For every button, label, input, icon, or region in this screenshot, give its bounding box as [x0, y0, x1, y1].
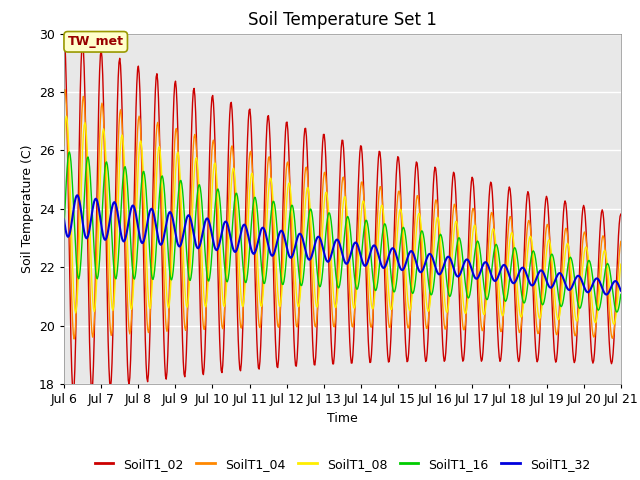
Line: SoilT1_02: SoilT1_02 — [64, 34, 621, 394]
SoilT1_02 — [617, 211, 625, 217]
SoilT1_08 — [185, 292, 193, 298]
SoilT1_04 — [60, 92, 68, 97]
SoilT1_02 — [71, 367, 79, 372]
Text: TW_met: TW_met — [68, 36, 124, 48]
SoilT1_16 — [185, 273, 193, 279]
SoilT1_16 — [71, 232, 79, 238]
SoilT1_16 — [214, 186, 222, 192]
SoilT1_02 — [185, 258, 193, 264]
X-axis label: Time: Time — [327, 411, 358, 425]
SoilT1_08 — [214, 200, 222, 206]
SoilT1_04 — [412, 206, 419, 212]
SoilT1_02 — [70, 391, 77, 397]
SoilT1_02 — [60, 31, 68, 36]
SoilT1_08 — [60, 143, 68, 148]
SoilT1_04 — [70, 336, 78, 342]
SoilT1_08 — [128, 303, 136, 309]
SoilT1_08 — [610, 322, 618, 327]
SoilT1_08 — [617, 261, 625, 267]
Line: SoilT1_08: SoilT1_08 — [64, 116, 621, 324]
SoilT1_02 — [214, 278, 222, 284]
Title: Soil Temperature Set 1: Soil Temperature Set 1 — [248, 11, 437, 29]
SoilT1_32 — [70, 203, 78, 209]
SoilT1_16 — [613, 309, 621, 315]
SoilT1_16 — [428, 292, 435, 298]
Line: SoilT1_16: SoilT1_16 — [64, 152, 621, 312]
SoilT1_32 — [214, 245, 222, 251]
SoilT1_08 — [63, 113, 70, 119]
Legend: SoilT1_02, SoilT1_04, SoilT1_08, SoilT1_16, SoilT1_32: SoilT1_02, SoilT1_04, SoilT1_08, SoilT1_… — [90, 453, 595, 476]
SoilT1_04 — [617, 239, 625, 244]
Line: SoilT1_04: SoilT1_04 — [64, 89, 621, 339]
SoilT1_16 — [128, 263, 136, 268]
SoilT1_02 — [411, 177, 419, 183]
SoilT1_04 — [186, 252, 193, 258]
Y-axis label: Soil Temperature (C): Soil Temperature (C) — [20, 144, 33, 273]
SoilT1_32 — [128, 203, 136, 209]
SoilT1_32 — [185, 212, 193, 218]
SoilT1_16 — [617, 291, 625, 297]
SoilT1_04 — [129, 276, 137, 282]
SoilT1_04 — [428, 252, 436, 258]
SoilT1_16 — [60, 227, 68, 232]
SoilT1_08 — [71, 307, 79, 312]
SoilT1_32 — [411, 255, 419, 261]
SoilT1_16 — [65, 149, 73, 155]
SoilT1_08 — [411, 252, 419, 257]
Line: SoilT1_32: SoilT1_32 — [64, 195, 621, 295]
SoilT1_32 — [74, 192, 81, 198]
SoilT1_02 — [128, 297, 136, 302]
SoilT1_02 — [428, 244, 435, 250]
SoilT1_32 — [617, 288, 625, 293]
SoilT1_32 — [602, 292, 610, 298]
SoilT1_04 — [72, 322, 79, 327]
SoilT1_08 — [428, 289, 435, 295]
SoilT1_04 — [215, 260, 223, 265]
SoilT1_32 — [428, 252, 435, 258]
SoilT1_16 — [411, 283, 419, 288]
SoilT1_04 — [61, 86, 68, 92]
SoilT1_32 — [60, 216, 68, 222]
